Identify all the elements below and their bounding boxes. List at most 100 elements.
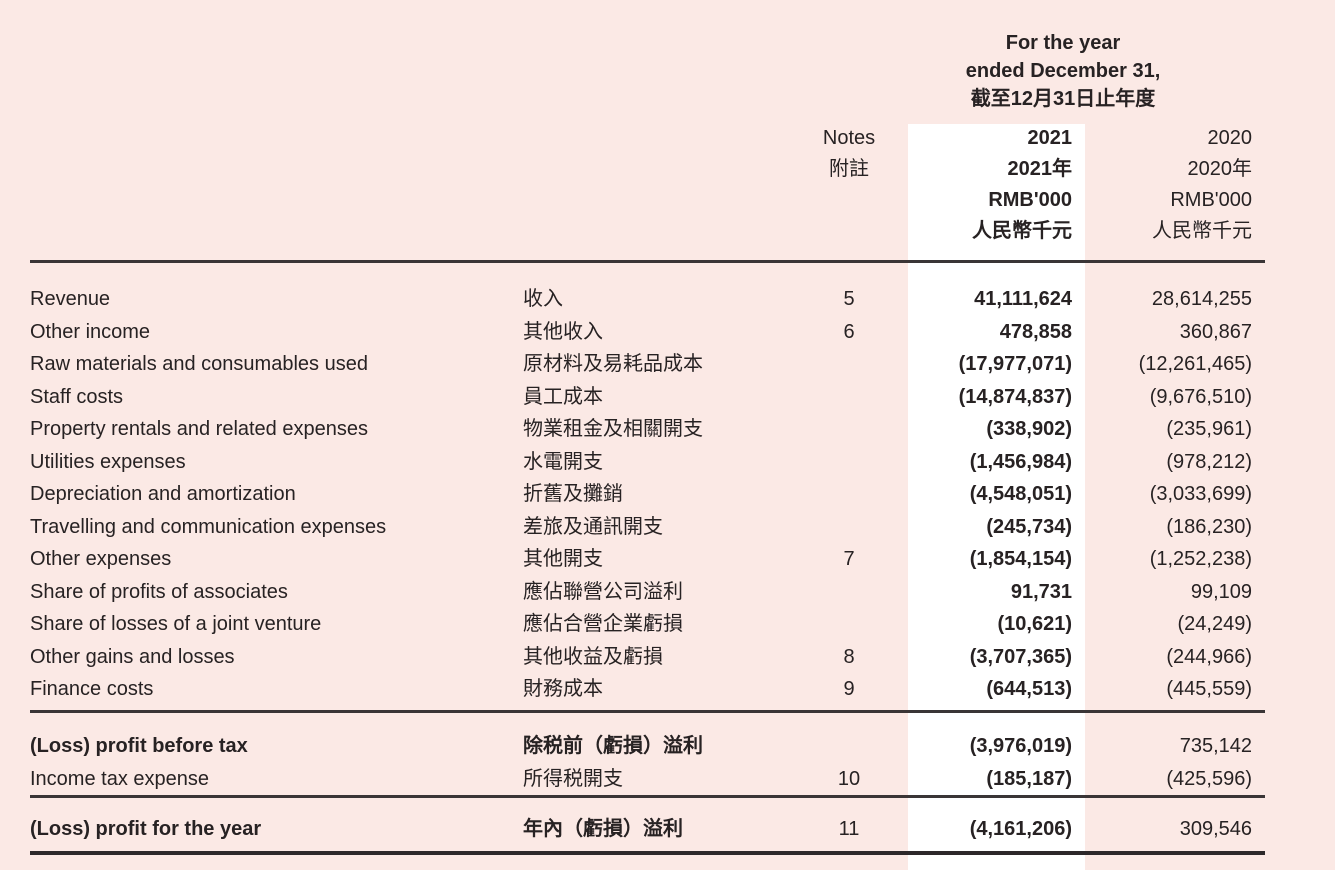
table-row: Other income 其他收入 6 478,858 360,867 — [0, 316, 1335, 349]
table-row: Revenue 收入 5 41,111,624 28,614,255 — [0, 283, 1335, 316]
row-label-en: Share of profits of associates — [30, 580, 288, 603]
row-value-2021: (4,161,206) — [969, 818, 1072, 840]
unit-2020-zh: 人民幣千元 — [1152, 220, 1252, 242]
column-header-2020: 2020 2020年 RMB'000 人民幣千元 — [1072, 123, 1252, 247]
year-2021-zh: 2021年 — [1007, 158, 1073, 180]
row-value-2020: 28,614,255 — [1151, 288, 1252, 310]
table-row: Staff costs 員工成本 (14,874,837) (9,676,510… — [0, 381, 1335, 414]
row-label-en: Travelling and communication expenses — [30, 515, 387, 538]
row-label-en: Other income — [30, 320, 151, 343]
row-value-2021: (3,707,365) — [969, 645, 1072, 668]
row-note-ref — [793, 413, 905, 446]
row-note-ref — [793, 348, 905, 381]
table-row: (Loss) profit before tax 除税前（虧損）溢利 (3,97… — [0, 730, 1335, 763]
row-value-2020: (12,261,465) — [1138, 353, 1252, 375]
row-value-2020: (9,676,510) — [1149, 385, 1252, 408]
section-operating-items: Revenue 收入 5 41,111,624 28,614,255 Other… — [0, 283, 1335, 706]
row-label-zh: 應佔合營企業虧損 — [523, 613, 683, 635]
row-value-2021: (185,187) — [986, 767, 1072, 790]
period-line-en-2: ended December 31, — [965, 60, 1161, 82]
row-value-2021: 91,731 — [1010, 580, 1072, 603]
row-value-2021: (4,548,051) — [969, 483, 1072, 505]
column-header-2021: 2021 2021年 RMB'000 人民幣千元 — [905, 123, 1072, 247]
notes-header-zh: 附註 — [829, 158, 869, 180]
table-row: Utilities expenses 水電開支 (1,456,984) (978… — [0, 446, 1335, 479]
table-row: Property rentals and related expenses 物業… — [0, 413, 1335, 446]
row-label-zh: 其他收入 — [523, 320, 603, 343]
row-value-2021: 478,858 — [999, 320, 1072, 343]
row-value-2021: (245,734) — [986, 515, 1072, 538]
row-label-zh: 物業租金及相關開支 — [523, 418, 703, 440]
row-value-2021: (3,976,019) — [969, 735, 1072, 757]
spacer-en — [30, 123, 523, 247]
row-note-ref — [793, 576, 905, 609]
row-value-2020: (24,249) — [1177, 613, 1253, 635]
unit-2021-zh: 人民幣千元 — [972, 220, 1072, 242]
row-label-en: (Loss) profit before tax — [30, 735, 248, 757]
year-2020-zh: 2020年 — [1187, 158, 1253, 180]
row-value-2020: 309,546 — [1179, 818, 1252, 840]
row-value-2020: (1,252,238) — [1149, 548, 1252, 570]
row-label-zh: 收入 — [523, 288, 563, 310]
row-note-ref: 8 — [843, 645, 855, 668]
row-value-2021: (1,456,984) — [969, 450, 1072, 473]
column-headers: Notes 附註 2021 2021年 RMB'000 人民幣千元 2020 2… — [0, 123, 1335, 247]
row-value-2020: 735,142 — [1179, 735, 1252, 757]
row-label-en: Revenue — [30, 288, 111, 310]
spacer-zh — [523, 123, 793, 247]
notes-header-en: Notes — [822, 127, 876, 149]
row-label-en: Income tax expense — [30, 767, 209, 790]
table-row: Other gains and losses 其他收益及虧損 8 (3,707,… — [0, 641, 1335, 674]
row-value-2021: (644,513) — [986, 678, 1072, 700]
section-year-result: (Loss) profit for the year 年內（虧損）溢利 11 (… — [0, 813, 1335, 846]
row-value-2021: (10,621) — [997, 613, 1073, 635]
row-label-zh: 折舊及攤銷 — [523, 483, 623, 505]
table-row: Other expenses 其他開支 7 (1,854,154) (1,252… — [0, 543, 1335, 576]
bottom-total-rule — [30, 851, 1265, 855]
period-header: For the year ended December 31, 截至12月31日… — [838, 29, 1288, 113]
row-label-zh: 原材料及易耗品成本 — [523, 353, 703, 375]
header-divider-rule — [30, 260, 1265, 263]
table-row: Finance costs 財務成本 9 (644,513) (445,559) — [0, 673, 1335, 706]
row-value-2021: (338,902) — [986, 418, 1072, 440]
row-label-zh: 員工成本 — [523, 385, 603, 408]
table-row: Travelling and communication expenses 差旅… — [0, 511, 1335, 544]
table-row: Depreciation and amortization 折舊及攤銷 (4,5… — [0, 478, 1335, 511]
row-label-zh: 其他開支 — [523, 548, 603, 570]
row-note-ref — [793, 511, 905, 544]
row-label-zh: 除税前（虧損）溢利 — [523, 735, 703, 757]
unit-2021-en: RMB'000 — [988, 189, 1072, 211]
row-label-zh: 所得税開支 — [523, 767, 623, 790]
row-label-en: Depreciation and amortization — [30, 483, 296, 505]
period-line-zh: 截至12月31日止年度 — [970, 88, 1156, 110]
row-note-ref: 11 — [838, 818, 860, 840]
row-label-zh: 年內（虧損）溢利 — [523, 818, 683, 840]
row-note-ref — [793, 446, 905, 479]
row-value-2020: 360,867 — [1179, 320, 1252, 343]
row-label-en: Share of losses of a joint venture — [30, 613, 322, 635]
table-row: Share of profits of associates 應佔聯營公司溢利 … — [0, 576, 1335, 609]
year-2021-en: 2021 — [1027, 127, 1073, 149]
row-label-zh: 差旅及通訊開支 — [523, 515, 663, 538]
row-note-ref: 7 — [843, 548, 855, 570]
table-row: Raw materials and consumables used 原材料及易… — [0, 348, 1335, 381]
table-row: Share of losses of a joint venture 應佔合營企… — [0, 608, 1335, 641]
row-label-en: Other gains and losses — [30, 645, 235, 668]
row-note-ref — [793, 608, 905, 641]
row-value-2021: 41,111,624 — [974, 288, 1072, 310]
row-note-ref: 5 — [843, 288, 855, 310]
row-label-en: (Loss) profit for the year — [30, 818, 262, 840]
row-value-2020: (244,966) — [1166, 645, 1252, 668]
row-value-2020: (425,596) — [1166, 767, 1252, 790]
row-label-en: Utilities expenses — [30, 450, 186, 473]
row-note-ref: 10 — [837, 767, 861, 790]
row-label-en: Property rentals and related expenses — [30, 418, 368, 440]
row-value-2021: (1,854,154) — [969, 548, 1072, 570]
row-value-2020: (186,230) — [1166, 515, 1252, 538]
table-row: (Loss) profit for the year 年內（虧損）溢利 11 (… — [0, 813, 1335, 846]
row-label-en: Other expenses — [30, 548, 172, 570]
row-value-2020: (235,961) — [1166, 418, 1252, 440]
row-note-ref — [793, 730, 905, 763]
row-label-zh: 應佔聯營公司溢利 — [523, 580, 683, 603]
row-value-2021: (14,874,837) — [958, 385, 1072, 408]
